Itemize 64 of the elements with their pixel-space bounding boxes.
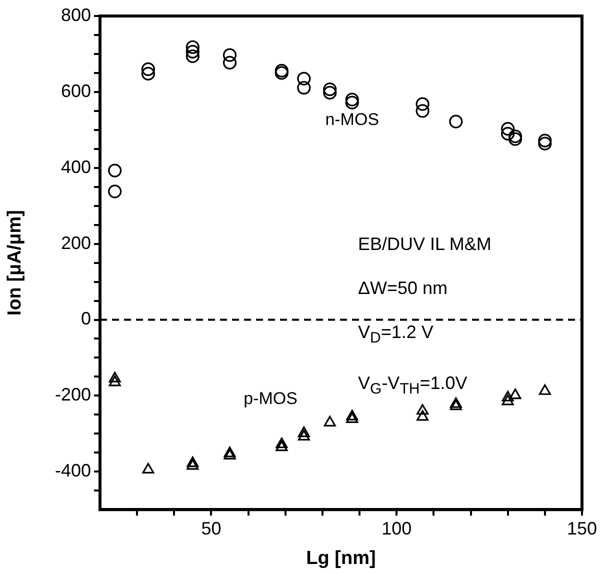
point — [186, 456, 199, 468]
point — [509, 388, 522, 400]
point — [142, 462, 154, 474]
y-axis-title: Ion [μA/μm] — [4, 210, 26, 316]
point — [298, 430, 310, 440]
y-tick-label: 800 — [60, 4, 91, 25]
y-tick-label: 200 — [60, 232, 91, 253]
annotation: ΔW=50 nm — [358, 277, 449, 300]
point — [323, 82, 337, 96]
point — [508, 130, 522, 144]
y-tick-label: 0 — [80, 308, 91, 329]
point — [141, 62, 155, 76]
point — [186, 40, 200, 54]
point — [416, 104, 430, 118]
point — [416, 410, 429, 421]
point — [416, 97, 430, 111]
point — [186, 459, 199, 470]
point — [222, 48, 237, 62]
point — [298, 426, 310, 438]
point — [450, 397, 462, 408]
point — [297, 80, 311, 95]
series-label: p-MOS — [244, 389, 298, 408]
point — [323, 86, 337, 100]
point — [276, 440, 288, 452]
point — [538, 136, 552, 150]
x-tick-label: 150 — [566, 518, 598, 538]
point — [108, 184, 122, 198]
y-tick-label: 400 — [60, 156, 91, 177]
point — [276, 437, 288, 448]
point — [346, 410, 358, 420]
point — [108, 372, 121, 382]
annotation: V$_{D}$=1.2 V — [358, 321, 434, 349]
point — [538, 384, 551, 395]
point — [449, 114, 463, 128]
point — [508, 132, 522, 146]
point — [501, 122, 515, 136]
point — [108, 376, 121, 386]
x-tick-label: 50 — [201, 518, 222, 538]
point — [502, 394, 514, 406]
point — [274, 64, 288, 78]
point — [274, 66, 288, 80]
point — [324, 416, 336, 426]
point — [346, 412, 358, 424]
x-tick-label: 100 — [382, 518, 412, 538]
annotation: EB/DUV IL M&M — [358, 233, 492, 256]
point — [186, 49, 200, 64]
point — [345, 92, 359, 106]
series-label: n-MOS — [325, 110, 380, 130]
annotation: V$_{G}$-V$_{TH}$=1.0V — [358, 372, 468, 400]
point — [141, 66, 155, 81]
point — [538, 134, 552, 148]
x-axis-title: Lg [nm] — [306, 548, 376, 569]
point — [222, 56, 237, 70]
y-tick-label: -200 — [54, 384, 91, 405]
point — [450, 400, 462, 410]
point — [345, 96, 359, 110]
point — [108, 164, 122, 178]
point — [502, 390, 514, 402]
point — [416, 404, 429, 415]
point — [297, 72, 311, 86]
y-tick-label: 600 — [60, 80, 91, 101]
point — [186, 44, 200, 58]
point — [501, 126, 515, 141]
y-tick-label: -400 — [54, 460, 91, 481]
